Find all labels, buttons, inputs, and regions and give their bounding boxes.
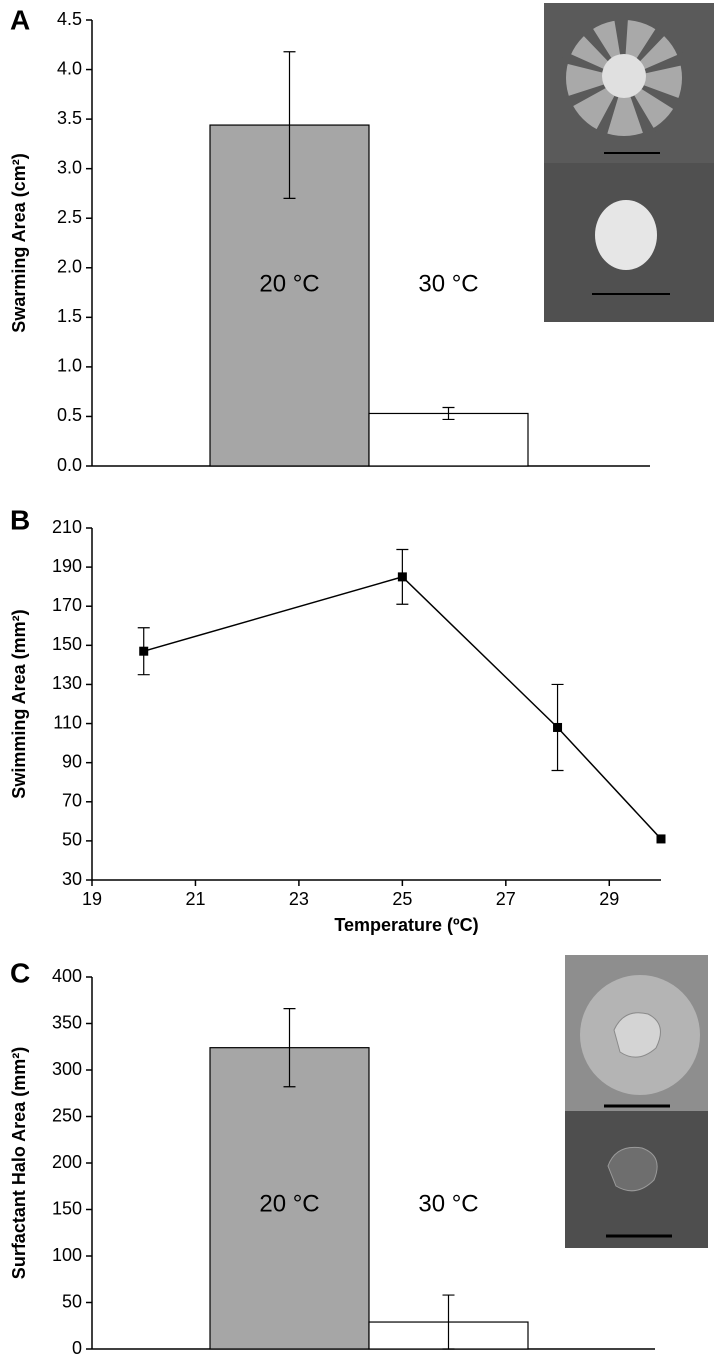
y-tick-label: 1.5 <box>57 306 82 326</box>
y-tick-label: 90 <box>62 751 82 771</box>
category-label: 20 °C <box>259 270 319 297</box>
marker <box>656 834 666 844</box>
inset-photo <box>544 3 714 322</box>
y-axis-label: Swimming Area (mm²) <box>9 609 29 798</box>
x-axis-label: Temperature (ºC) <box>334 915 478 935</box>
y-tick-label: 3.0 <box>57 157 82 177</box>
y-tick-label: 2.0 <box>57 257 82 277</box>
y-tick-label: 4.5 <box>57 9 82 29</box>
y-tick-label: 4.0 <box>57 58 82 78</box>
x-tick-label: 19 <box>82 889 102 909</box>
x-tick-label: 27 <box>496 889 516 909</box>
marker <box>139 646 149 656</box>
y-tick-label: 30 <box>62 869 82 889</box>
category-label: 20 °C <box>259 1190 319 1217</box>
y-axis-label: Surfactant Halo Area (mm²) <box>9 1047 29 1279</box>
x-tick-label: 25 <box>392 889 412 909</box>
line <box>143 576 662 840</box>
inset-photo <box>565 955 708 1248</box>
marker <box>397 572 407 582</box>
y-tick-label: 0.0 <box>57 455 82 475</box>
error-bar <box>283 1008 296 1088</box>
y-tick-label: 170 <box>52 595 82 615</box>
y-axis-label: Swarming Area (cm²) <box>9 153 29 332</box>
y-tick-label: 2.5 <box>57 207 82 227</box>
panel-label: A <box>10 4 30 35</box>
category-label: 30 °C <box>418 270 478 297</box>
x-tick-label: 29 <box>599 889 619 909</box>
category-label: 30 °C <box>418 1190 478 1217</box>
error-bar <box>442 406 455 421</box>
y-tick-label: 130 <box>52 673 82 693</box>
panel-label: B <box>10 504 30 535</box>
y-tick-label: 400 <box>52 966 82 986</box>
error-bar <box>442 1294 455 1350</box>
bar <box>368 412 529 467</box>
y-tick-label: 0.5 <box>57 405 82 425</box>
y-tick-label: 200 <box>52 1152 82 1172</box>
y-tick-label: 300 <box>52 1059 82 1079</box>
y-tick-label: 190 <box>52 556 82 576</box>
y-tick-label: 150 <box>52 634 82 654</box>
panel-label: C <box>10 957 30 988</box>
y-tick-label: 110 <box>53 712 82 732</box>
y-tick-label: 100 <box>52 1245 82 1265</box>
y-tick-label: 210 <box>52 517 82 537</box>
y-tick-label: 0 <box>72 1338 82 1358</box>
marker <box>553 722 563 732</box>
y-tick-label: 250 <box>52 1105 82 1125</box>
y-tick-label: 3.5 <box>57 108 82 128</box>
x-tick-label: 23 <box>289 889 309 909</box>
y-tick-label: 1.0 <box>57 356 82 376</box>
y-tick-label: 50 <box>62 1291 82 1311</box>
y-tick-label: 70 <box>62 791 82 811</box>
error-bar <box>283 51 296 199</box>
y-tick-label: 50 <box>62 830 82 850</box>
y-tick-label: 350 <box>52 1012 82 1032</box>
y-tick-label: 150 <box>52 1198 82 1218</box>
x-tick-label: 21 <box>185 889 205 909</box>
